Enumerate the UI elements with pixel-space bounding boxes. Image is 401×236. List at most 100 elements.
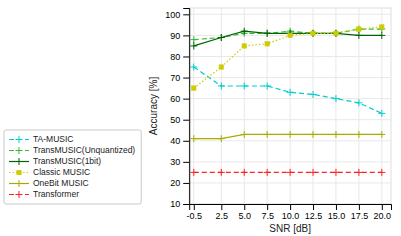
series-line bbox=[194, 134, 382, 138]
legend-marker-shape bbox=[16, 180, 23, 187]
point-shape bbox=[287, 131, 294, 138]
point bbox=[310, 131, 317, 138]
legend-label: Classic MUSIC bbox=[33, 167, 90, 177]
point bbox=[264, 169, 271, 176]
legend-label: OneBit MUSIC bbox=[33, 178, 89, 188]
point bbox=[264, 30, 271, 37]
x-axis-title: SNR [dB] bbox=[269, 223, 311, 234]
point bbox=[378, 110, 385, 117]
legend-marker bbox=[17, 170, 21, 174]
point-shape bbox=[264, 82, 271, 89]
point bbox=[219, 65, 223, 69]
series-line bbox=[194, 31, 382, 46]
point-shape bbox=[218, 34, 225, 41]
point bbox=[311, 31, 315, 35]
point-shape bbox=[378, 26, 385, 33]
tick-label: 5.0 bbox=[238, 211, 251, 221]
tick: 80 bbox=[170, 52, 189, 62]
point-shape bbox=[218, 82, 225, 89]
tick-mark bbox=[183, 56, 189, 57]
point bbox=[218, 34, 225, 41]
tick-label: 15.0 bbox=[328, 211, 346, 221]
tick: 40 bbox=[170, 136, 189, 146]
point-shape bbox=[192, 86, 196, 90]
point-shape bbox=[310, 91, 317, 98]
point bbox=[190, 42, 197, 49]
point bbox=[332, 30, 339, 37]
series bbox=[190, 28, 385, 50]
point-shape bbox=[355, 26, 362, 33]
point-shape bbox=[264, 131, 271, 138]
point-shape bbox=[190, 42, 197, 49]
point-shape bbox=[264, 30, 271, 37]
grid bbox=[189, 8, 391, 204]
point-shape bbox=[264, 169, 271, 176]
point bbox=[287, 131, 294, 138]
tick-mark bbox=[183, 204, 189, 205]
point-shape bbox=[355, 169, 362, 176]
point-shape bbox=[190, 135, 197, 142]
point-shape bbox=[241, 82, 248, 89]
point-shape bbox=[355, 99, 362, 106]
tick-label: 30 bbox=[170, 157, 180, 167]
tick-label: 10.0 bbox=[282, 211, 300, 221]
point-shape bbox=[355, 32, 362, 39]
legend-marker-shape bbox=[16, 136, 23, 143]
y-axis: 102030405060708090100 bbox=[165, 9, 190, 210]
tick-mark bbox=[290, 204, 291, 210]
tick: 7.5 bbox=[261, 204, 274, 221]
tick-label: 90 bbox=[170, 31, 180, 41]
point bbox=[241, 169, 248, 176]
point bbox=[378, 131, 385, 138]
point-shape bbox=[332, 30, 339, 37]
tick: 17.5 bbox=[351, 204, 369, 221]
point bbox=[192, 86, 196, 90]
legend-marker bbox=[16, 136, 23, 143]
point bbox=[310, 30, 317, 37]
tick-mark bbox=[267, 204, 268, 210]
axis-line bbox=[190, 205, 392, 211]
point-shape bbox=[287, 89, 294, 96]
series bbox=[190, 131, 385, 142]
legend-item: Transformer bbox=[9, 189, 79, 199]
legend-marker bbox=[16, 191, 23, 198]
legend-marker-shape bbox=[16, 191, 23, 198]
tick: 60 bbox=[170, 94, 189, 104]
tick: -0.5 bbox=[187, 204, 203, 221]
tick: 70 bbox=[170, 73, 189, 83]
point bbox=[357, 27, 361, 31]
legend-item: TransMUSIC(Unquantized) bbox=[9, 145, 135, 155]
point-shape bbox=[311, 31, 315, 35]
legend-marker-shape bbox=[16, 158, 23, 165]
point-shape bbox=[310, 131, 317, 138]
legend-item: OneBit MUSIC bbox=[9, 178, 89, 188]
plot-frame bbox=[189, 8, 391, 204]
point bbox=[265, 42, 269, 46]
tick: 10 bbox=[170, 199, 189, 209]
tick: 90 bbox=[170, 31, 189, 41]
tick-mark bbox=[183, 162, 189, 163]
point bbox=[380, 25, 384, 29]
tick-label: 70 bbox=[170, 73, 180, 83]
point-shape bbox=[287, 30, 294, 37]
legend-label: TA-MUSIC bbox=[33, 134, 73, 144]
tick-label: 17.5 bbox=[351, 211, 369, 221]
point bbox=[242, 44, 246, 48]
point bbox=[287, 169, 294, 176]
tick-label: -0.5 bbox=[187, 211, 203, 221]
tick-mark bbox=[183, 35, 189, 36]
tick-mark bbox=[244, 204, 245, 210]
point-shape bbox=[287, 169, 294, 176]
tick-mark bbox=[359, 204, 360, 210]
point bbox=[264, 30, 271, 37]
point-shape bbox=[219, 65, 223, 69]
point bbox=[190, 169, 197, 176]
point-shape bbox=[310, 169, 317, 176]
legend-label: TransMUSIC(Unquantized) bbox=[33, 145, 135, 155]
point bbox=[355, 99, 362, 106]
tick: 10.0 bbox=[282, 204, 300, 221]
tick-label: 80 bbox=[170, 52, 180, 62]
legend-label: TransMUSIC(1bit) bbox=[33, 156, 101, 166]
point bbox=[378, 169, 385, 176]
point-shape bbox=[190, 64, 197, 71]
